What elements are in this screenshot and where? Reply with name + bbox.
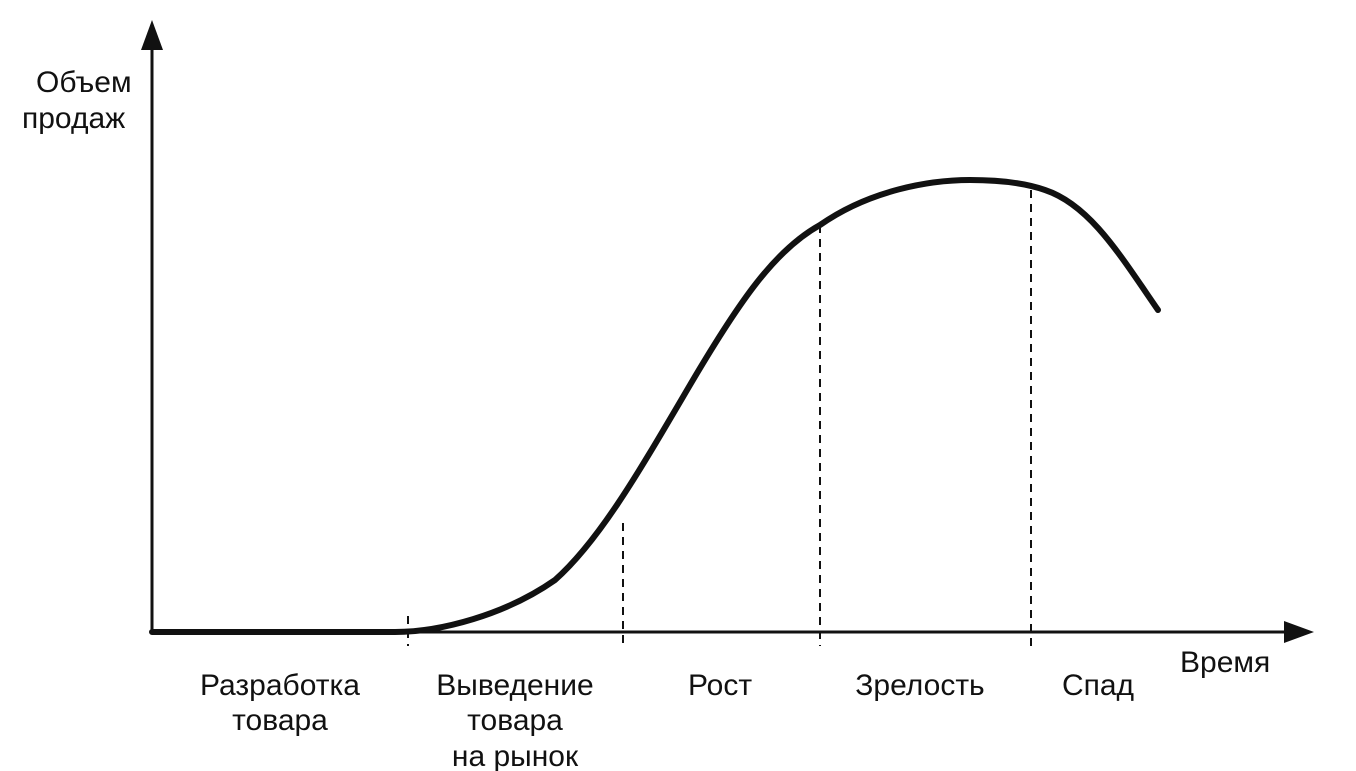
y-axis-label-line-2: продаж — [22, 102, 125, 135]
x-axis-label: Время — [1180, 646, 1270, 679]
x-axis-arrow-icon — [1284, 621, 1314, 643]
y-axis-arrow-icon — [141, 20, 163, 50]
stage-introduction-label-1: Выведение — [436, 669, 593, 702]
stage-introduction-label-3: на рынок — [452, 740, 579, 771]
sales-curve — [149, 177, 1161, 635]
stage-development-label-2: товара — [232, 704, 328, 737]
stage-development-label-1: Разработка — [200, 669, 360, 702]
stage-maturity-label: Зрелость — [855, 669, 984, 702]
stage-decline-label: Спад — [1062, 669, 1134, 702]
stage-growth-label: Рост — [688, 669, 752, 702]
y-axis-label-line-1: Объем — [36, 66, 132, 99]
stage-introduction-label-2: товара — [467, 704, 563, 737]
